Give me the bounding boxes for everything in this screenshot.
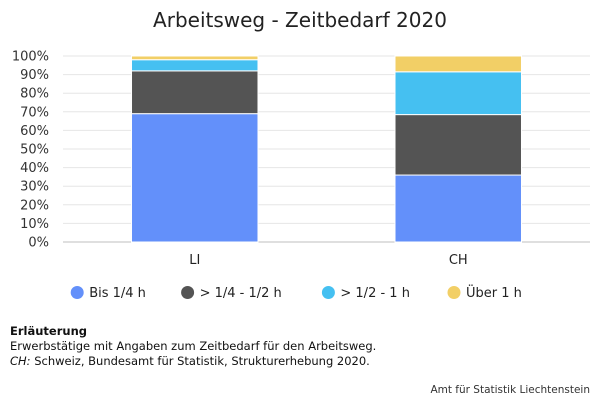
notes-line-2-text: Schweiz, Bundesamt für Statistik, Strukt…: [30, 354, 370, 368]
bar-segment: [131, 55, 259, 61]
bar-segment: [394, 55, 522, 73]
bar-segment: [394, 174, 522, 243]
legend-marker: [321, 286, 335, 299]
legend-label: Bis 1/4 h: [89, 286, 146, 301]
legend-label: > 1/2 - 1 h: [340, 286, 410, 301]
y-tick-label: 100%: [12, 50, 49, 65]
y-tick-label: 40%: [20, 161, 49, 176]
notes-heading: Erläuterung: [10, 324, 87, 338]
y-tick-label: 80%: [20, 87, 49, 102]
legend-label: Über 1 h: [466, 284, 522, 301]
y-tick-label: 30%: [20, 180, 49, 195]
legend-label: > 1/4 - 1/2 h: [200, 286, 282, 301]
y-tick-label: 50%: [20, 143, 49, 158]
chart-title: Arbeitsweg - Zeitbedarf 2020: [153, 8, 447, 32]
y-tick-label: 0%: [28, 236, 49, 251]
y-tick-label: 10%: [20, 217, 49, 232]
category-label: LI: [189, 253, 200, 268]
y-tick-label: 20%: [20, 198, 49, 213]
category-label: CH: [449, 253, 468, 268]
notes-block: Erläuterung Erwerbstätige mit Angaben zu…: [10, 324, 590, 369]
bar-segment: [131, 113, 259, 243]
bar-stacks: [131, 55, 522, 243]
legend: Bis 1/4 h > 1/4 - 1/2 h > 1/2 - 1 h Über 1 …: [70, 284, 522, 301]
legend-marker: [447, 286, 461, 299]
x-axis-categories: LI CH: [189, 253, 467, 268]
notes-line-1: Erwerbstätige mit Angaben zum Zeitbedarf…: [10, 339, 377, 353]
source-credit: Amt für Statistik Liechtenstein: [430, 384, 590, 396]
stacked-bar-chart: Arbeitsweg - Zeitbedarf 2020 0% 10% 20% 30%…: [12, 8, 590, 301]
y-axis-ticks: 0% 10% 20% 30% 40% 50% 60% 70% 80% 90% 100%: [12, 50, 49, 251]
bar-segment: [131, 59, 259, 72]
bar-segment: [394, 114, 522, 176]
legend-marker: [181, 286, 195, 299]
y-tick-label: 70%: [20, 105, 49, 120]
y-tick-label: 90%: [20, 68, 49, 83]
bar-segment: [131, 70, 259, 115]
y-tick-label: 60%: [20, 124, 49, 139]
notes-abbreviation: CH:: [10, 354, 31, 368]
bar-segment: [394, 71, 522, 116]
notes-line-2: CH: Schweiz, Bundesamt für Statistik, St…: [10, 354, 590, 369]
legend-marker: [70, 286, 84, 299]
